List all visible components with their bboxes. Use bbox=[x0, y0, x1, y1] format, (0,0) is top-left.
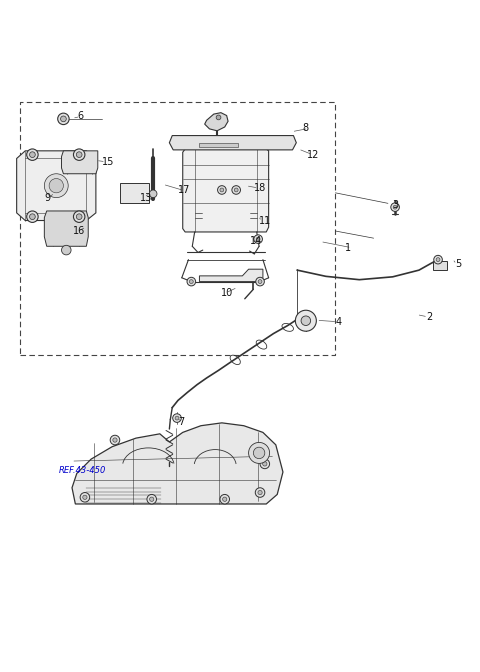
Circle shape bbox=[254, 235, 263, 243]
Circle shape bbox=[30, 214, 35, 220]
Circle shape bbox=[27, 149, 38, 161]
Circle shape bbox=[190, 280, 193, 284]
Text: REF.43-450: REF.43-450 bbox=[59, 466, 106, 475]
Text: 4: 4 bbox=[336, 317, 342, 327]
Circle shape bbox=[253, 447, 265, 459]
Circle shape bbox=[44, 174, 68, 198]
Polygon shape bbox=[204, 113, 228, 131]
Circle shape bbox=[113, 438, 117, 442]
Circle shape bbox=[258, 280, 262, 284]
Text: 10: 10 bbox=[221, 288, 233, 298]
Circle shape bbox=[393, 205, 397, 209]
Circle shape bbox=[220, 188, 224, 192]
Text: 2: 2 bbox=[426, 312, 432, 322]
Circle shape bbox=[263, 462, 267, 466]
Bar bbox=[199, 142, 238, 147]
Polygon shape bbox=[72, 423, 283, 504]
Circle shape bbox=[216, 115, 221, 120]
Text: 17: 17 bbox=[178, 185, 191, 196]
Circle shape bbox=[76, 152, 82, 157]
Text: 7: 7 bbox=[178, 417, 184, 427]
Polygon shape bbox=[44, 211, 88, 246]
Circle shape bbox=[256, 278, 264, 286]
Circle shape bbox=[83, 495, 87, 499]
Circle shape bbox=[436, 257, 440, 261]
Circle shape bbox=[30, 152, 35, 157]
Polygon shape bbox=[169, 136, 296, 150]
Text: 12: 12 bbox=[307, 150, 319, 160]
Circle shape bbox=[295, 310, 316, 331]
Polygon shape bbox=[183, 149, 269, 232]
Circle shape bbox=[232, 185, 240, 194]
Circle shape bbox=[73, 211, 85, 222]
Circle shape bbox=[260, 459, 270, 468]
Text: 15: 15 bbox=[102, 157, 114, 167]
Text: 1: 1 bbox=[345, 243, 351, 253]
Circle shape bbox=[434, 255, 443, 264]
Circle shape bbox=[61, 245, 71, 255]
Bar bbox=[120, 183, 149, 204]
Circle shape bbox=[234, 188, 238, 192]
Text: 16: 16 bbox=[73, 226, 85, 236]
Text: 6: 6 bbox=[78, 112, 84, 122]
Text: 11: 11 bbox=[259, 216, 271, 226]
Circle shape bbox=[217, 185, 226, 194]
Text: 5: 5 bbox=[455, 259, 461, 269]
Text: 3: 3 bbox=[393, 200, 399, 210]
Circle shape bbox=[110, 435, 120, 445]
Circle shape bbox=[258, 491, 262, 495]
Circle shape bbox=[255, 488, 265, 497]
Text: 9: 9 bbox=[44, 193, 50, 202]
Circle shape bbox=[249, 442, 270, 464]
Polygon shape bbox=[61, 151, 98, 174]
Circle shape bbox=[187, 278, 196, 286]
Circle shape bbox=[60, 116, 66, 122]
Circle shape bbox=[49, 179, 63, 193]
Text: 14: 14 bbox=[250, 236, 262, 245]
Circle shape bbox=[149, 190, 157, 198]
Polygon shape bbox=[199, 269, 263, 282]
Circle shape bbox=[301, 316, 311, 325]
Circle shape bbox=[175, 416, 179, 420]
Circle shape bbox=[73, 149, 85, 161]
Text: 18: 18 bbox=[254, 183, 266, 193]
Circle shape bbox=[173, 414, 181, 423]
Circle shape bbox=[80, 493, 90, 502]
Circle shape bbox=[76, 214, 82, 220]
Circle shape bbox=[223, 497, 227, 501]
Circle shape bbox=[220, 495, 229, 504]
Text: 13: 13 bbox=[140, 193, 152, 202]
Text: 8: 8 bbox=[302, 124, 308, 134]
Circle shape bbox=[147, 495, 156, 504]
Polygon shape bbox=[17, 151, 96, 220]
Circle shape bbox=[58, 113, 69, 124]
Circle shape bbox=[27, 211, 38, 222]
Circle shape bbox=[150, 497, 154, 501]
Circle shape bbox=[256, 237, 260, 241]
Bar bbox=[433, 261, 446, 270]
Circle shape bbox=[391, 203, 399, 212]
